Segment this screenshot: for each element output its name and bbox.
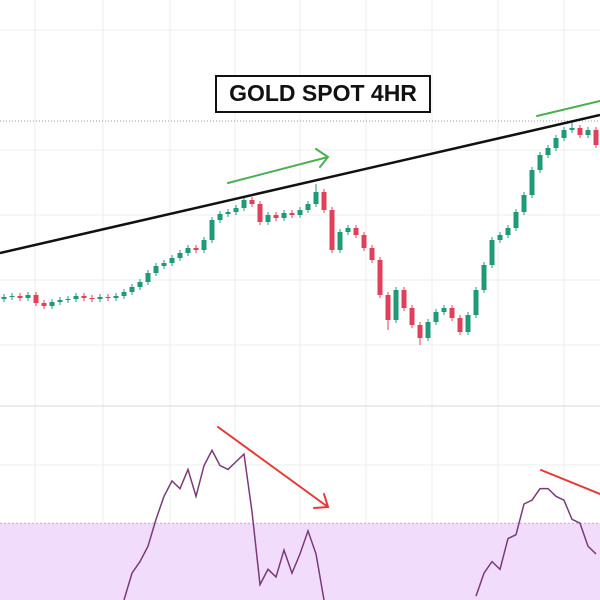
candle-body bbox=[169, 258, 175, 263]
candle-body bbox=[521, 195, 527, 212]
candle-body bbox=[185, 248, 191, 253]
candle-body bbox=[257, 204, 263, 222]
candle-body bbox=[225, 212, 231, 214]
candle-body bbox=[569, 128, 575, 130]
candle-body bbox=[289, 213, 295, 215]
candle-body bbox=[153, 266, 159, 273]
candle-body bbox=[57, 300, 63, 302]
candle-body bbox=[281, 213, 287, 218]
candle-body bbox=[561, 130, 567, 138]
candle-body bbox=[337, 232, 343, 250]
candle-body bbox=[201, 240, 207, 250]
candle-body bbox=[233, 208, 239, 212]
candle-body bbox=[137, 282, 143, 287]
candle-body bbox=[505, 228, 511, 235]
candle-body bbox=[17, 296, 23, 298]
candle-body bbox=[545, 148, 551, 155]
candle-body bbox=[393, 290, 399, 320]
candle-body bbox=[89, 298, 95, 299]
candle-body bbox=[329, 210, 335, 250]
candle-body bbox=[177, 253, 183, 258]
candle-body bbox=[161, 263, 167, 266]
candle-body bbox=[585, 130, 591, 135]
candle-body bbox=[305, 204, 311, 210]
candle-body bbox=[401, 290, 407, 308]
candle-body bbox=[433, 312, 439, 322]
candle-body bbox=[537, 155, 543, 170]
candle-body bbox=[1, 297, 7, 299]
title-box bbox=[215, 75, 431, 113]
candle-body bbox=[513, 212, 519, 228]
candle-body bbox=[105, 297, 111, 298]
candle-body bbox=[409, 308, 415, 325]
candle-body bbox=[377, 260, 383, 295]
annotations bbox=[217, 100, 600, 509]
candle-body bbox=[385, 295, 391, 320]
green-arrow bbox=[536, 100, 600, 117]
candle-body bbox=[49, 302, 55, 306]
candle-body bbox=[593, 130, 599, 145]
candle-body bbox=[297, 210, 303, 215]
candle-body bbox=[465, 315, 471, 332]
candle-body bbox=[129, 287, 135, 292]
candle-body bbox=[265, 215, 271, 222]
candle-body bbox=[313, 192, 319, 204]
candle-body bbox=[113, 296, 119, 298]
candle-body bbox=[241, 200, 247, 208]
candle-body bbox=[457, 318, 463, 332]
red-arrow bbox=[540, 469, 600, 495]
candle-body bbox=[553, 138, 559, 148]
candle-body bbox=[529, 170, 535, 195]
candle-body bbox=[209, 220, 215, 240]
candle-body bbox=[417, 325, 423, 338]
candle-body bbox=[577, 128, 583, 135]
candle-body bbox=[489, 240, 495, 265]
candle-body bbox=[9, 296, 15, 297]
candle-body bbox=[25, 295, 31, 298]
trend-line bbox=[0, 113, 600, 255]
candle-body bbox=[81, 296, 87, 298]
candle-body bbox=[361, 235, 367, 248]
candle-body bbox=[425, 322, 431, 338]
candle-body bbox=[33, 295, 39, 303]
candle-body bbox=[273, 215, 279, 218]
rsi-line bbox=[123, 448, 597, 600]
candle-body bbox=[193, 248, 199, 250]
candle-body bbox=[321, 192, 327, 210]
candle-body bbox=[441, 308, 447, 312]
candles bbox=[1, 120, 599, 345]
candle-body bbox=[481, 265, 487, 290]
candle-body bbox=[41, 303, 47, 306]
candle-body bbox=[369, 248, 375, 260]
candle-body bbox=[473, 290, 479, 315]
candle-body bbox=[145, 273, 151, 282]
candle-body bbox=[345, 228, 351, 232]
candle-body bbox=[73, 296, 79, 299]
candle-body bbox=[121, 292, 127, 296]
red-arrow bbox=[217, 426, 330, 509]
candle-body bbox=[217, 214, 223, 220]
rsi-band bbox=[0, 523, 600, 600]
rsi-panel bbox=[0, 448, 600, 600]
candle-body bbox=[65, 299, 71, 300]
candle-body bbox=[97, 297, 103, 299]
chart-title: GOLD SPOT 4HR bbox=[229, 80, 417, 106]
candle-body bbox=[249, 200, 255, 204]
candle-body bbox=[497, 235, 503, 240]
candle-body bbox=[353, 228, 359, 235]
candle-body bbox=[449, 308, 455, 318]
green-arrow bbox=[227, 148, 330, 184]
